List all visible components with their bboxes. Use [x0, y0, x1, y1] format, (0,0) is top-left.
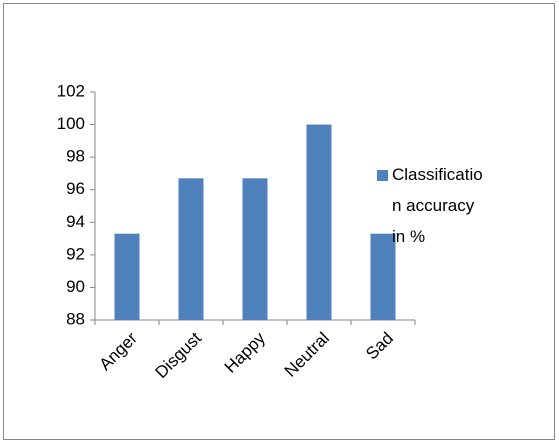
bar: [306, 124, 332, 320]
legend-line: in %: [392, 227, 425, 246]
legend-swatch: [377, 170, 388, 181]
y-tick-label: 96: [66, 179, 85, 198]
y-tick-label: 98: [66, 147, 85, 166]
y-tick-label: 88: [66, 309, 85, 328]
bar: [370, 233, 396, 320]
bar: [114, 233, 140, 320]
bar: [242, 178, 268, 320]
bar: [178, 178, 204, 320]
chart-border: [3, 3, 555, 440]
y-tick-label: 92: [66, 244, 85, 263]
legend-line: n accuracy: [392, 196, 475, 215]
y-tick-label: 100: [57, 114, 85, 133]
legend-line: Classificatio: [392, 165, 483, 184]
y-tick-label: 102: [57, 81, 85, 100]
y-tick-label: 90: [66, 277, 85, 296]
legend-label: Classificatio n accuracy in %: [392, 165, 483, 246]
y-tick-label: 94: [66, 212, 85, 231]
